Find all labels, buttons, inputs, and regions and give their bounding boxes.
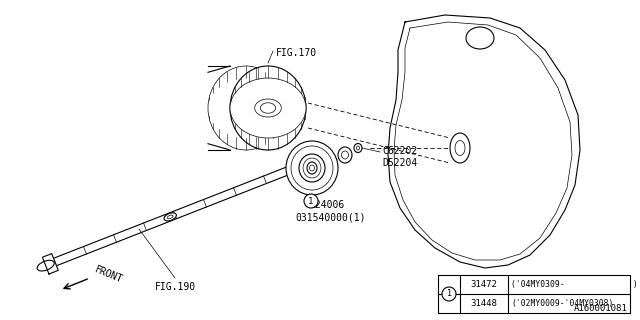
Ellipse shape — [291, 146, 333, 190]
Text: A160001081: A160001081 — [574, 304, 628, 313]
Ellipse shape — [233, 99, 259, 117]
Polygon shape — [54, 164, 296, 266]
Ellipse shape — [338, 147, 352, 163]
Text: 1: 1 — [447, 290, 451, 299]
Ellipse shape — [255, 99, 282, 117]
Ellipse shape — [286, 141, 338, 195]
Text: FIG.170: FIG.170 — [276, 48, 317, 58]
Text: 31448: 31448 — [470, 299, 497, 308]
Text: 31472: 31472 — [470, 280, 497, 289]
Ellipse shape — [230, 78, 306, 138]
Text: C62202: C62202 — [382, 146, 417, 156]
Ellipse shape — [356, 146, 360, 150]
Text: FIG.190: FIG.190 — [154, 282, 196, 292]
Ellipse shape — [208, 66, 284, 150]
Text: 1: 1 — [308, 196, 314, 205]
Ellipse shape — [299, 154, 325, 182]
Circle shape — [442, 287, 456, 301]
Polygon shape — [388, 15, 580, 268]
Ellipse shape — [450, 133, 470, 163]
Circle shape — [304, 194, 318, 208]
Ellipse shape — [455, 140, 465, 156]
Ellipse shape — [37, 260, 54, 271]
Ellipse shape — [307, 162, 317, 174]
Text: FRONT: FRONT — [93, 265, 124, 285]
Text: 031540000(1): 031540000(1) — [295, 213, 365, 223]
Text: G24006: G24006 — [310, 200, 345, 210]
Text: ('02MY0009-'04MY0308): ('02MY0009-'04MY0308) — [511, 299, 613, 308]
Text: D52204: D52204 — [382, 158, 417, 168]
Ellipse shape — [230, 66, 306, 150]
Ellipse shape — [164, 213, 177, 221]
Ellipse shape — [260, 103, 276, 113]
Ellipse shape — [354, 143, 362, 153]
Ellipse shape — [303, 158, 321, 178]
Polygon shape — [42, 254, 58, 274]
Text: ('04MY0309-              ): ('04MY0309- ) — [511, 280, 637, 289]
Ellipse shape — [342, 151, 349, 159]
Ellipse shape — [310, 165, 314, 171]
Ellipse shape — [167, 215, 173, 219]
Ellipse shape — [466, 27, 494, 49]
